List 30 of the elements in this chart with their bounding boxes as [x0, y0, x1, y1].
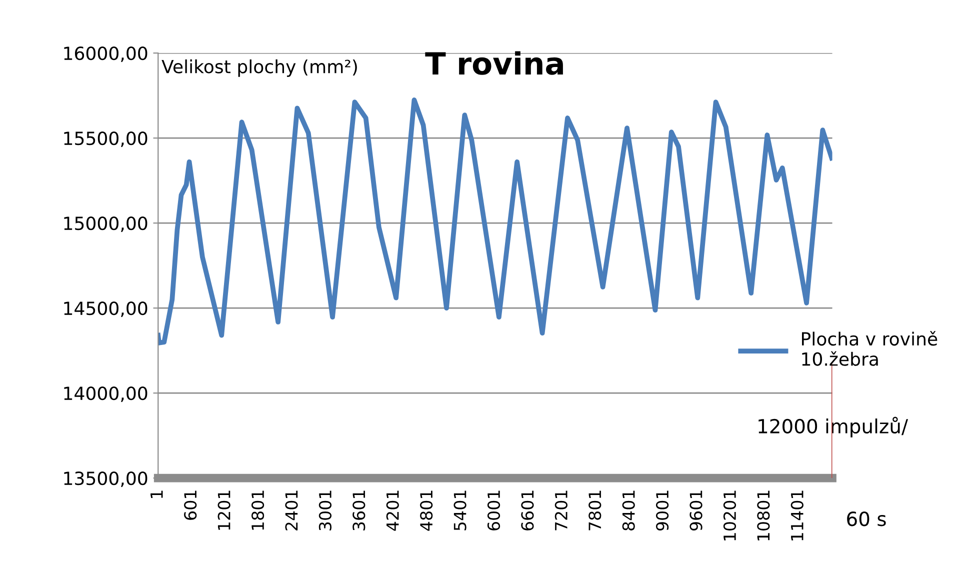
y-tick-label: 15000,00 [64, 216, 148, 232]
x-tick-label: 5401 [454, 490, 466, 530]
x-tick-label: 4801 [420, 490, 433, 531]
y-tick-label: 14500,00 [64, 302, 148, 318]
x-tick-label: 3601 [352, 490, 366, 530]
x-tick-label: 10801 [757, 490, 770, 540]
x-tick-label: 6601 [521, 490, 534, 530]
x-tick-label: 1201 [218, 490, 230, 530]
y-tick-label: 15500,00 [64, 132, 148, 148]
x-tick-label: 8401 [622, 490, 635, 530]
x-tick-label: 3001 [318, 490, 332, 530]
x-tick-label: 1 [150, 490, 163, 498]
chart-title: T rovina [425, 51, 563, 75]
x-tick-label: 9001 [656, 490, 669, 531]
y-axis-title: Velikost plochy (mm²) [162, 59, 357, 77]
x-tick-label: 9601 [690, 490, 702, 531]
x-tick-label: 11401 [790, 490, 804, 540]
y-tick-label: 14000,00 [64, 386, 148, 402]
y-tick-label: 13500,00 [64, 472, 148, 488]
legend-label: Plocha v rovině 10.žebra [802, 330, 938, 366]
x-tick-label: 601 [184, 490, 197, 520]
x-tick-label: 7201 [554, 490, 568, 530]
x-tick-label: 7801 [588, 490, 602, 530]
x-tick-label: 2401 [285, 490, 298, 530]
x-tick-label: 1801 [251, 490, 264, 530]
y-tick-label: 16000,00 [64, 46, 148, 62]
x-tick-label: 10201 [723, 490, 736, 540]
text: 60 s [847, 511, 886, 526]
x-tick-label: 6001 [487, 490, 500, 530]
x-tick-label: 4201 [386, 490, 399, 531]
